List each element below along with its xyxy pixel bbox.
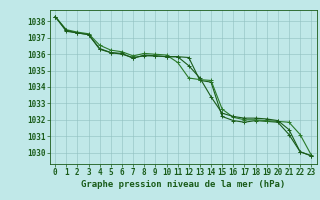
X-axis label: Graphe pression niveau de la mer (hPa): Graphe pression niveau de la mer (hPa) [81,180,285,189]
